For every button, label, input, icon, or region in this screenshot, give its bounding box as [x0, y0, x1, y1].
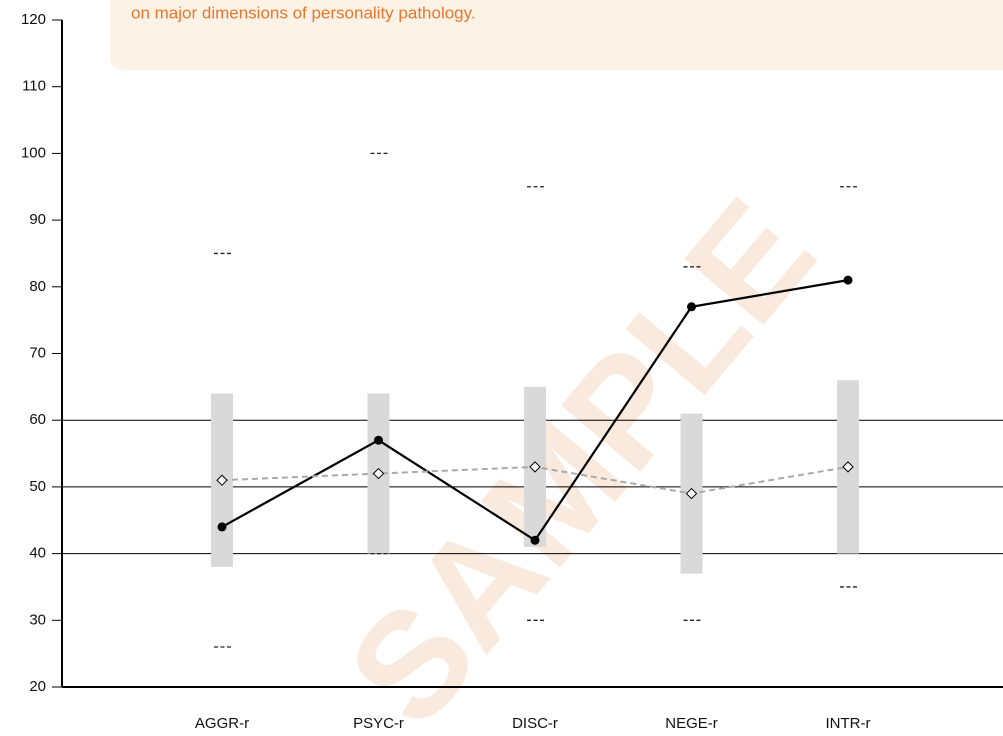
point: [374, 435, 383, 445]
y-tick-label: 100: [21, 144, 46, 161]
watermark: SAMPLE: [315, 169, 845, 736]
point: [529, 461, 541, 473]
point: [216, 474, 228, 486]
point: [687, 302, 696, 312]
y-tick-label: 60: [29, 411, 46, 428]
x-tick-label: DISC-r: [512, 715, 558, 732]
y-tick-label: 90: [29, 211, 46, 228]
x-tick-label: NEGE-r: [665, 715, 718, 732]
y-tick-label: 80: [29, 278, 46, 295]
point: [217, 522, 227, 532]
x-tick-label: PSYC-r: [353, 715, 404, 732]
annotation: on major dimensions of personality patho…: [131, 3, 476, 22]
y-tick-label: 120: [21, 11, 46, 28]
y-tick-label: 50: [29, 478, 46, 495]
point: [842, 461, 854, 473]
x-tick-label: AGGR-r: [195, 715, 249, 732]
y-tick-label: 20: [29, 678, 46, 695]
y-tick-label: 40: [29, 545, 46, 562]
point: [530, 535, 540, 545]
point: [372, 467, 385, 480]
y-tick-label: 30: [29, 611, 46, 628]
y-tick-label: 110: [22, 78, 46, 95]
annotation-box: [110, 0, 1003, 70]
y-tick-label: 70: [29, 344, 46, 361]
point: [685, 487, 698, 500]
x-tick-label: INTR-r: [826, 715, 871, 732]
point: [843, 275, 853, 285]
